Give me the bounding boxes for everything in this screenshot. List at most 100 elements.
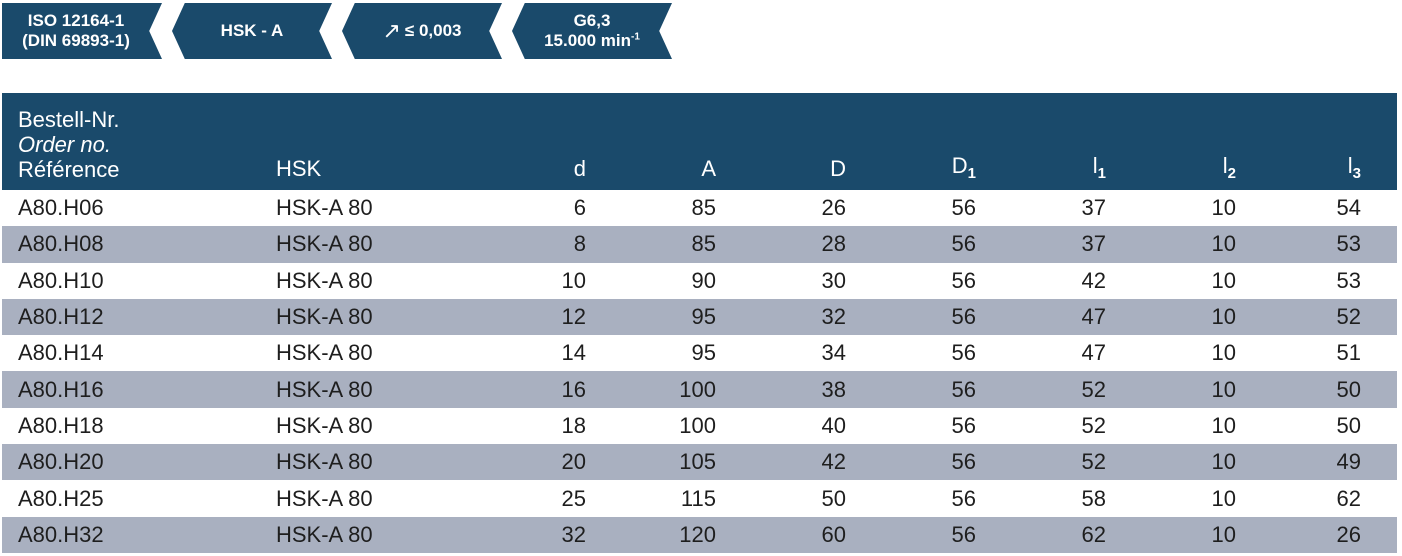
cell-d: 32 xyxy=(561,521,586,547)
table-row: A80.H12 HSK-A 80 12 95 32 56 47 10 52 xyxy=(2,298,1397,336)
cell-A: 100 xyxy=(679,412,716,438)
cell-l3: 50 xyxy=(1336,412,1361,438)
cell-A: 115 xyxy=(680,485,716,511)
cell-l1: 47 xyxy=(1081,340,1106,366)
cell-A: 95 xyxy=(691,304,716,330)
cell-D1: 56 xyxy=(951,340,976,366)
header-l2-sub: 2 xyxy=(1227,165,1236,182)
cell-l3: 62 xyxy=(1336,485,1361,511)
cell-D: 50 xyxy=(821,485,846,511)
cell-l2: 10 xyxy=(1211,376,1236,402)
cell-D: 30 xyxy=(821,267,846,293)
table-row: A80.H06 HSK-A 80 6 85 26 56 37 10 54 xyxy=(2,190,1397,226)
cell-order-no: A80.H32 xyxy=(18,521,104,547)
cell-hsk: HSK-A 80 xyxy=(276,485,373,511)
cell-d: 16 xyxy=(561,376,586,402)
cell-l3: 49 xyxy=(1336,449,1361,475)
table-row: A80.H18 HSK-A 80 18 100 40 56 52 10 50 xyxy=(2,408,1397,444)
cell-order-no: A80.H20 xyxy=(18,449,104,475)
product-table: Bestell-Nr. Order no. Référence HSK d A … xyxy=(2,93,1397,553)
cell-order-no: A80.H18 xyxy=(18,412,104,438)
cell-hsk: HSK-A 80 xyxy=(276,376,373,402)
cell-hsk: HSK-A 80 xyxy=(276,521,373,547)
header-l3-sub: 3 xyxy=(1352,165,1361,182)
cell-hsk: HSK-A 80 xyxy=(276,304,373,330)
header-l1-sub: 1 xyxy=(1097,165,1106,182)
cell-l1: 42 xyxy=(1081,267,1106,293)
cell-l1: 58 xyxy=(1081,485,1106,511)
table-row: A80.H20 HSK-A 80 20 105 42 56 52 10 49 xyxy=(2,444,1397,481)
cell-d: 14 xyxy=(561,340,586,366)
cell-d: 20 xyxy=(561,449,586,475)
cell-d: 18 xyxy=(561,412,586,438)
table-row: A80.H16 HSK-A 80 16 100 38 56 52 10 50 xyxy=(2,371,1397,408)
cell-l2: 10 xyxy=(1211,449,1236,475)
cell-l1: 37 xyxy=(1081,231,1106,257)
cell-l2: 10 xyxy=(1211,304,1236,330)
cell-D: 26 xyxy=(821,195,846,221)
header-l2: l2 xyxy=(1142,93,1272,190)
cell-hsk: HSK-A 80 xyxy=(276,267,373,293)
cell-l2: 10 xyxy=(1211,231,1236,257)
cell-D: 60 xyxy=(821,521,846,547)
cell-d: 6 xyxy=(573,195,586,221)
cell-D: 40 xyxy=(821,412,846,438)
cell-D: 42 xyxy=(821,449,846,475)
runout-value: ≤ 0,003 xyxy=(404,21,462,40)
max-speed: 15.000 min-1 xyxy=(544,31,640,51)
cell-D1: 56 xyxy=(951,376,976,402)
cell-hsk: HSK-A 80 xyxy=(276,449,373,475)
cell-d: 12 xyxy=(561,304,586,330)
cell-D1: 56 xyxy=(951,267,976,293)
cell-D1: 56 xyxy=(951,521,976,547)
table-row: A80.H32 HSK-A 80 32 120 60 56 62 10 26 xyxy=(2,516,1397,553)
cell-l1: 52 xyxy=(1081,449,1106,475)
cell-A: 100 xyxy=(679,376,716,402)
runout-badge: ↗ ≤ 0,003 xyxy=(342,3,502,59)
cell-A: 90 xyxy=(691,267,716,293)
header-A: A xyxy=(701,156,716,181)
interface-label: HSK - A xyxy=(220,21,284,40)
header-order-de: Bestell-Nr. xyxy=(18,107,120,132)
max-speed-value: 15.000 min xyxy=(544,31,632,50)
cell-A: 85 xyxy=(691,195,716,221)
cell-d: 8 xyxy=(573,231,586,257)
standard-line1: ISO 12164-1 xyxy=(27,11,125,30)
table-row: A80.H08 HSK-A 80 8 85 28 56 37 10 53 xyxy=(2,226,1397,263)
header-order-no: Bestell-Nr. Order no. Référence xyxy=(2,93,260,190)
cell-order-no: A80.H06 xyxy=(18,195,104,221)
cell-D: 32 xyxy=(821,304,846,330)
cell-hsk: HSK-A 80 xyxy=(276,412,373,438)
cell-D1: 56 xyxy=(951,412,976,438)
header-order-en: Order no. xyxy=(18,132,111,157)
cell-l1: 47 xyxy=(1081,304,1106,330)
cell-order-no: A80.H10 xyxy=(18,267,104,293)
standard-line2: (DIN 69893-1) xyxy=(22,31,130,50)
cell-l3: 51 xyxy=(1336,340,1361,366)
cell-D1: 56 xyxy=(951,485,976,511)
cell-l1: 37 xyxy=(1081,195,1106,221)
cell-l3: 50 xyxy=(1336,376,1361,402)
cell-l3: 54 xyxy=(1336,195,1361,221)
cell-d: 25 xyxy=(561,485,586,511)
header-hsk: HSK xyxy=(276,156,322,181)
header-l1-base: l xyxy=(1092,153,1098,178)
cell-A: 120 xyxy=(679,521,716,547)
header-order-fr: Référence xyxy=(18,157,120,182)
cell-D: 34 xyxy=(821,340,846,366)
cell-A: 105 xyxy=(679,449,716,475)
cell-order-no: A80.H12 xyxy=(18,304,104,330)
cell-hsk: HSK-A 80 xyxy=(276,231,373,257)
cell-l1: 52 xyxy=(1081,412,1106,438)
table-row: A80.H14 HSK-A 80 14 95 34 56 47 10 51 xyxy=(2,335,1397,371)
balance-badge: G6,3 15.000 min-1 xyxy=(512,3,672,59)
cell-l3: 53 xyxy=(1336,267,1361,293)
header-l2-base: l xyxy=(1222,153,1228,178)
cell-l3: 52 xyxy=(1336,304,1361,330)
header-D: D xyxy=(830,156,846,181)
cell-D1: 56 xyxy=(951,231,976,257)
table-row: A80.H10 HSK-A 80 10 90 30 56 42 10 53 xyxy=(2,263,1397,299)
max-speed-exponent: -1 xyxy=(631,31,640,43)
cell-order-no: A80.H08 xyxy=(18,231,104,257)
header-l3: l3 xyxy=(1272,93,1397,190)
